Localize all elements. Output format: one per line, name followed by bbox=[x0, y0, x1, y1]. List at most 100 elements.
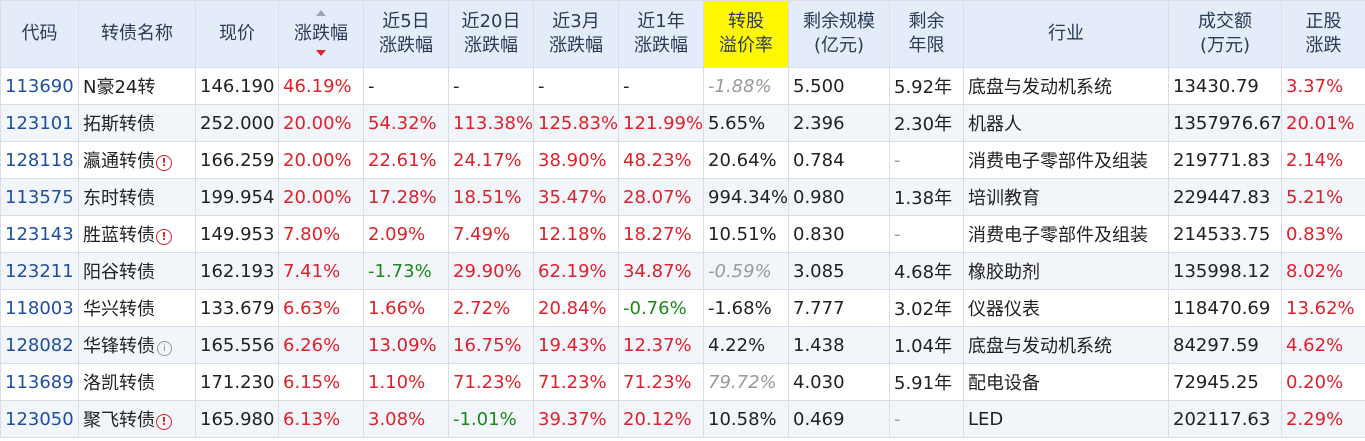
bond-name[interactable]: 拓斯转债 bbox=[83, 114, 155, 135]
bond-name[interactable]: 洛凯转债 bbox=[83, 373, 155, 394]
cell-chg5d: 3.08% bbox=[363, 400, 449, 438]
col-header-turnover[interactable]: 成交额 (万元) bbox=[1168, 0, 1282, 68]
cell-name[interactable]: 瀛通转债! bbox=[78, 141, 196, 179]
cell-name[interactable]: 拓斯转债 bbox=[78, 104, 196, 142]
cell-name[interactable]: 洛凯转债 bbox=[78, 363, 196, 401]
table-row[interactable]: 118003 华兴转债 133.679 6.63% 1.66% 2.72% 20.84% -0… bbox=[0, 289, 1365, 327]
cell-turnover: 13430.79 bbox=[1168, 67, 1282, 105]
cell-name[interactable]: 东时转债 bbox=[78, 178, 196, 216]
col-header-name[interactable]: 转债名称 bbox=[78, 0, 196, 68]
cell-industry: 仪器仪表 bbox=[963, 289, 1169, 327]
cell-code[interactable]: 123050 bbox=[0, 400, 79, 438]
cell-chg20d: 29.90% bbox=[448, 252, 534, 290]
cell-chg5d: 54.32% bbox=[363, 104, 449, 142]
table-row[interactable]: 123050 聚飞转债! 165.980 6.13% 3.08% -1.01% 39.37%… bbox=[0, 400, 1365, 438]
col-header-premium[interactable]: 转股 溢价率 bbox=[703, 0, 789, 68]
col-header-chg20d-line1: 近20日 bbox=[461, 11, 521, 32]
cell-premium: -1.88% bbox=[703, 67, 789, 105]
col-header-stock-change[interactable]: 正股 涨跌 bbox=[1281, 0, 1365, 68]
exclamation-circle-icon[interactable]: ! bbox=[156, 155, 172, 171]
cell-price: 146.190 bbox=[195, 67, 279, 105]
col-header-chg5d[interactable]: 近5日 涨跌幅 bbox=[363, 0, 449, 68]
cell-remain-size: 7.777 bbox=[788, 289, 890, 327]
bond-name[interactable]: 东时转债 bbox=[83, 188, 155, 209]
cell-turnover: 202117.63 bbox=[1168, 400, 1282, 438]
col-header-remain-years-line2: 年限 bbox=[908, 35, 945, 56]
cell-premium: 994.34% bbox=[703, 178, 789, 216]
cell-code[interactable]: 113689 bbox=[0, 363, 79, 401]
col-header-chg3m[interactable]: 近3月 涨跌幅 bbox=[533, 0, 619, 68]
col-header-industry[interactable]: 行业 bbox=[963, 0, 1169, 68]
cell-code[interactable]: 118003 bbox=[0, 289, 79, 327]
cell-remain-size: 0.469 bbox=[788, 400, 890, 438]
cell-price: 162.193 bbox=[195, 252, 279, 290]
cell-name[interactable]: 华锋转债 i bbox=[78, 326, 196, 364]
cell-chg3m: 38.90% bbox=[533, 141, 619, 179]
cell-chg3m: - bbox=[533, 67, 619, 105]
cell-chg3m: 39.37% bbox=[533, 400, 619, 438]
cell-price: 171.230 bbox=[195, 363, 279, 401]
col-header-chg1y-line2: 涨跌幅 bbox=[634, 35, 688, 56]
table-row[interactable]: 128082 华锋转债 i 165.556 6.26% 13.09% 16.75% 19.43… bbox=[0, 326, 1365, 364]
bond-name[interactable]: 华兴转债 bbox=[83, 299, 155, 320]
col-header-chg20d[interactable]: 近20日 涨跌幅 bbox=[448, 0, 534, 68]
cell-code[interactable]: 113575 bbox=[0, 178, 79, 216]
cell-remain-size: 0.980 bbox=[788, 178, 890, 216]
cell-code[interactable]: 123143 bbox=[0, 215, 79, 253]
col-header-remain-size[interactable]: 剩余规模 (亿元) bbox=[788, 0, 890, 68]
cell-name[interactable]: 华兴转债 bbox=[78, 289, 196, 327]
cell-chg1y: 12.37% bbox=[618, 326, 704, 364]
cell-code[interactable]: 128118 bbox=[0, 141, 79, 179]
col-header-premium-line1: 转股 bbox=[728, 11, 764, 32]
cell-code[interactable]: 113690 bbox=[0, 67, 79, 105]
exclamation-circle-icon[interactable]: ! bbox=[156, 414, 172, 430]
cell-chg3m: 125.83% bbox=[533, 104, 619, 142]
table-row[interactable]: 113690 N豪24转 146.190 46.19% - - - - -1.88% 5.500 5… bbox=[0, 67, 1365, 105]
info-circle-icon[interactable]: i bbox=[157, 341, 172, 356]
col-header-change[interactable]: 涨跌幅 bbox=[278, 0, 364, 68]
cell-chg3m: 62.19% bbox=[533, 252, 619, 290]
table-row[interactable]: 123101 拓斯转债 252.000 20.00% 54.32% 113.38% 125.… bbox=[0, 104, 1365, 142]
bond-name[interactable]: 阳谷转债 bbox=[83, 262, 155, 283]
col-header-chg3m-line1: 近3月 bbox=[552, 11, 600, 32]
col-header-price[interactable]: 现价 bbox=[195, 0, 279, 68]
cell-remain-years: 5.92年 bbox=[889, 67, 964, 105]
bond-name[interactable]: 华锋转债 bbox=[83, 336, 155, 357]
col-header-chg5d-line2: 涨跌幅 bbox=[379, 35, 433, 56]
cell-industry: 消费电子零部件及组装 bbox=[963, 215, 1169, 253]
cell-change: 6.15% bbox=[278, 363, 364, 401]
cell-code[interactable]: 128082 bbox=[0, 326, 79, 364]
col-header-code[interactable]: 代码 bbox=[0, 0, 79, 68]
col-header-remain-size-line2: (亿元) bbox=[813, 35, 865, 56]
cell-name[interactable]: N豪24转 bbox=[78, 67, 196, 105]
cell-stock-change: 4.62% bbox=[1281, 326, 1365, 364]
cell-chg20d: -1.01% bbox=[448, 400, 534, 438]
cell-code[interactable]: 123211 bbox=[0, 252, 79, 290]
cell-change: 6.63% bbox=[278, 289, 364, 327]
bond-name[interactable]: N豪24转 bbox=[83, 77, 156, 98]
table-row[interactable]: 128118 瀛通转债! 166.259 20.00% 22.61% 24.17% 38.9… bbox=[0, 141, 1365, 179]
sort-desc-icon bbox=[316, 50, 326, 56]
table-row[interactable]: 113575 东时转债 199.954 20.00% 17.28% 18.51% 35.47… bbox=[0, 178, 1365, 216]
cell-name[interactable]: 胜蓝转债! bbox=[78, 215, 196, 253]
bond-name[interactable]: 胜蓝转债 bbox=[83, 225, 155, 246]
cell-chg3m: 20.84% bbox=[533, 289, 619, 327]
cell-change: 46.19% bbox=[278, 67, 364, 105]
col-header-chg1y[interactable]: 近1年 涨跌幅 bbox=[618, 0, 704, 68]
cell-name[interactable]: 阳谷转债 bbox=[78, 252, 196, 290]
table-row[interactable]: 123211 阳谷转债 162.193 7.41% -1.73% 29.90% 62.19%… bbox=[0, 252, 1365, 290]
cell-premium: 79.72% bbox=[703, 363, 789, 401]
exclamation-circle-icon[interactable]: ! bbox=[156, 229, 172, 245]
table-row[interactable]: 113689 洛凯转债 171.230 6.15% 1.10% 71.23% 71.23% 7… bbox=[0, 363, 1365, 401]
cell-change: 6.13% bbox=[278, 400, 364, 438]
cell-code[interactable]: 123101 bbox=[0, 104, 79, 142]
table-row[interactable]: 123143 胜蓝转债! 149.953 7.80% 2.09% 7.49% 12.18% 1… bbox=[0, 215, 1365, 253]
cell-industry: LED bbox=[963, 400, 1169, 438]
col-header-remain-years[interactable]: 剩余 年限 bbox=[889, 0, 964, 68]
bond-name[interactable]: 瀛通转债 bbox=[83, 151, 155, 172]
col-header-stock-change-line2: 涨跌 bbox=[1305, 35, 1342, 56]
cell-premium: 20.64% bbox=[703, 141, 789, 179]
bond-name[interactable]: 聚飞转债 bbox=[83, 410, 155, 431]
cell-name[interactable]: 聚飞转债! bbox=[78, 400, 196, 438]
cell-premium: 5.65% bbox=[703, 104, 789, 142]
